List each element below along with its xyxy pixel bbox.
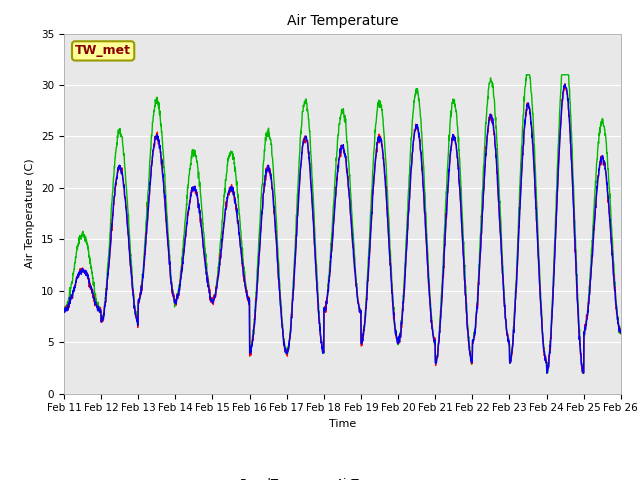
AirT	[216, 266, 223, 272]
AirT	[568, 168, 576, 174]
AM25T_PRT	[543, 370, 550, 376]
PanelT	[358, 332, 366, 338]
AM25T_PRT	[216, 254, 223, 260]
AirT	[543, 370, 550, 376]
Y-axis label: Air Temperature (C): Air Temperature (C)	[26, 159, 35, 268]
AirT	[60, 309, 68, 314]
PanelT	[561, 81, 569, 87]
Title: Air Temperature: Air Temperature	[287, 14, 398, 28]
PanelT	[504, 338, 512, 344]
AM25T_PRT	[568, 142, 576, 148]
AM25T_PRT	[584, 310, 591, 315]
AirT	[371, 169, 378, 175]
Line: AirT: AirT	[64, 84, 621, 373]
AM25T_PRT	[617, 331, 625, 336]
PanelT	[543, 370, 550, 376]
PanelT	[371, 169, 378, 175]
AirT	[617, 330, 625, 336]
AM25T_PRT	[358, 336, 366, 341]
Line: AM25T_PRT: AM25T_PRT	[64, 75, 621, 373]
AM25T_PRT	[523, 72, 531, 78]
AirT	[504, 338, 512, 344]
AirT	[561, 82, 569, 87]
PanelT	[584, 313, 591, 319]
PanelT	[60, 308, 68, 314]
Legend: PanelT, AirT, AM25T_PRT: PanelT, AirT, AM25T_PRT	[196, 473, 488, 480]
PanelT	[216, 265, 223, 271]
PanelT	[617, 327, 625, 333]
AM25T_PRT	[371, 142, 378, 147]
Line: PanelT: PanelT	[64, 84, 621, 373]
PanelT	[568, 170, 576, 176]
AirT	[358, 335, 366, 341]
Text: TW_met: TW_met	[75, 44, 131, 58]
X-axis label: Time: Time	[329, 419, 356, 429]
AM25T_PRT	[504, 338, 512, 344]
AM25T_PRT	[60, 307, 68, 312]
AirT	[584, 312, 591, 318]
